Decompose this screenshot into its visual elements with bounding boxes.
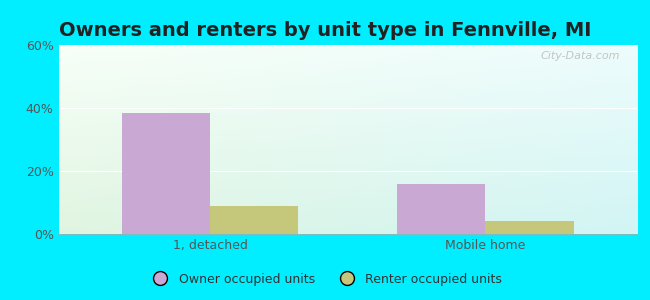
Bar — [122, 113, 210, 234]
Legend: Owner occupied units, Renter occupied units: Owner occupied units, Renter occupied un… — [143, 268, 507, 291]
Bar — [210, 206, 298, 234]
Bar — [397, 184, 486, 234]
Text: City-Data.com: City-Data.com — [540, 51, 619, 61]
Bar — [486, 221, 574, 234]
Text: Owners and renters by unit type in Fennville, MI: Owners and renters by unit type in Fennv… — [58, 21, 592, 40]
